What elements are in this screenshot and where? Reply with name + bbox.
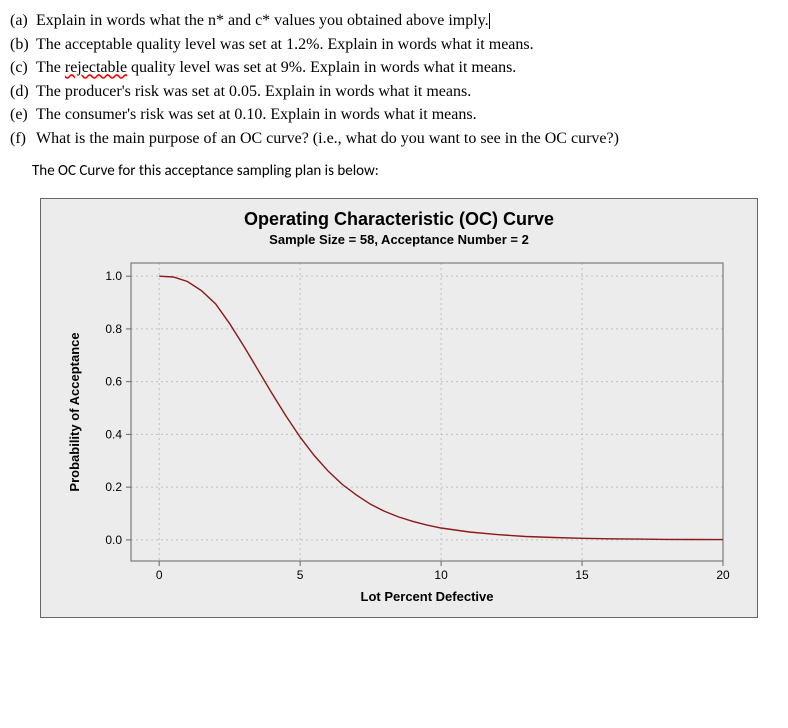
question-text-segment: Explain in words what the n* and c* valu… [36, 12, 489, 29]
question-text: The producer's risk was set at 0.05. Exp… [36, 81, 778, 103]
question-text: The rejectable quality level was set at … [36, 57, 778, 79]
question-label: (b) [10, 34, 36, 56]
question-item: (b)The acceptable quality level was set … [10, 34, 778, 56]
question-item: (e)The consumer's risk was set at 0.10. … [10, 104, 778, 126]
text-cursor [489, 13, 490, 29]
question-text-segment: The [36, 59, 65, 76]
chart-subtitle: Sample Size = 58, Acceptance Number = 2 [51, 232, 747, 247]
svg-text:10: 10 [434, 568, 448, 582]
question-item: (a)Explain in words what the n* and c* v… [10, 10, 778, 32]
question-list: (a)Explain in words what the n* and c* v… [10, 10, 778, 150]
question-text: The acceptable quality level was set at … [36, 34, 778, 56]
svg-text:0.4: 0.4 [105, 427, 122, 441]
question-item: (c)The rejectable quality level was set … [10, 57, 778, 79]
question-label: (c) [10, 57, 36, 79]
chart-title: Operating Characteristic (OC) Curve [51, 209, 747, 230]
question-text: The consumer's risk was set at 0.10. Exp… [36, 104, 778, 126]
question-text-segment: The producer's risk was set at 0.05. Exp… [36, 83, 471, 100]
svg-text:Probability of Acceptance: Probability of Acceptance [67, 332, 82, 491]
oc-curve-svg: 0 5 10 15 20 0.0 0.2 0.4 0.6 0.8 1.0 Lot Percent De… [51, 253, 741, 613]
svg-text:0.6: 0.6 [105, 374, 122, 388]
question-text-segment: The consumer's risk was set at 0.10. Exp… [36, 106, 477, 123]
question-text-segment: What is the main purpose of an OC curve?… [36, 130, 619, 147]
intro-text: The OC Curve for this acceptance samplin… [32, 162, 778, 180]
svg-text:15: 15 [575, 568, 589, 582]
svg-text:5: 5 [297, 568, 304, 582]
svg-text:Lot Percent Defective: Lot Percent Defective [361, 589, 494, 604]
oc-chart-container: Operating Characteristic (OC) Curve Samp… [40, 198, 758, 618]
question-label: (d) [10, 81, 36, 103]
svg-text:0.0: 0.0 [105, 532, 122, 546]
question-text: Explain in words what the n* and c* valu… [36, 10, 778, 32]
question-label: (a) [10, 10, 36, 32]
svg-text:0.8: 0.8 [105, 321, 122, 335]
svg-text:20: 20 [716, 568, 730, 582]
svg-text:1.0: 1.0 [105, 269, 122, 283]
question-item: (f)What is the main purpose of an OC cur… [10, 128, 778, 150]
question-label: (f) [10, 128, 36, 150]
svg-text:0.2: 0.2 [105, 480, 122, 494]
svg-text:0: 0 [156, 568, 163, 582]
question-text-segment: The acceptable quality level was set at … [36, 36, 534, 53]
question-text-segment: quality level was set at 9%. Explain in … [127, 59, 516, 76]
question-item: (d)The producer's risk was set at 0.05. … [10, 81, 778, 103]
question-label: (e) [10, 104, 36, 126]
spellcheck-squiggle: rejectable [65, 59, 127, 76]
question-text: What is the main purpose of an OC curve?… [36, 128, 778, 150]
